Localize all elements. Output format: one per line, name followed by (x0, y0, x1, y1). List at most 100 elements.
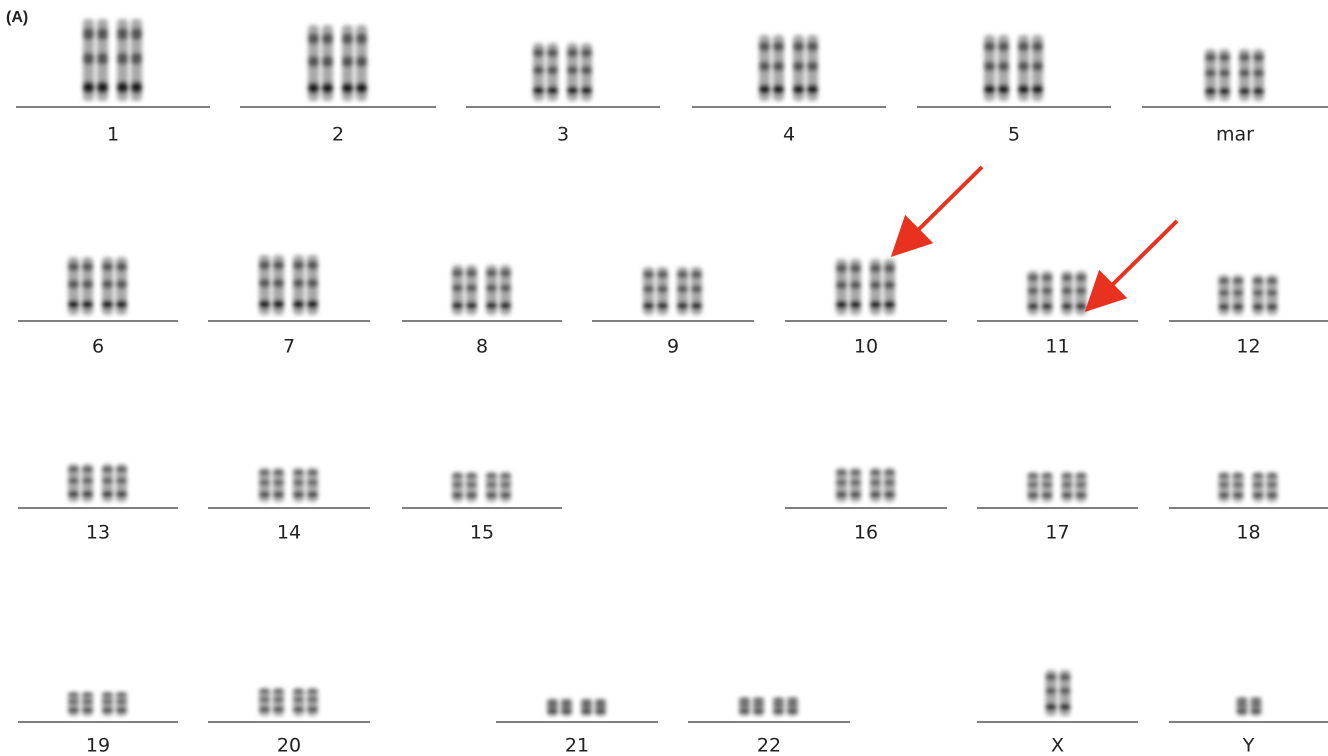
band (117, 82, 128, 93)
band (547, 86, 558, 94)
band (595, 710, 606, 714)
band (293, 707, 304, 711)
band (870, 264, 881, 272)
band (870, 301, 881, 309)
chromosome-label: 2 (332, 124, 344, 146)
band (850, 301, 861, 309)
band (1205, 88, 1216, 95)
band (1219, 88, 1230, 95)
band (998, 85, 1009, 94)
band (547, 704, 558, 708)
band (691, 302, 702, 309)
band (116, 491, 127, 496)
band (68, 263, 79, 271)
band (547, 49, 558, 57)
band (500, 302, 511, 309)
chromosome-pair (1219, 472, 1278, 502)
band (1062, 483, 1073, 487)
band (452, 270, 463, 277)
band (1028, 275, 1039, 281)
band (1042, 483, 1053, 487)
band (1267, 278, 1278, 284)
band (273, 492, 284, 497)
band (787, 703, 798, 707)
band (273, 261, 284, 269)
band (486, 285, 497, 292)
band (117, 28, 128, 39)
band (1032, 42, 1043, 51)
band (1267, 304, 1278, 310)
band (1060, 688, 1071, 694)
band (116, 693, 127, 697)
chromosome-label: 17 (1045, 522, 1069, 544)
band (1239, 88, 1250, 95)
band (117, 53, 128, 64)
band (83, 82, 94, 93)
chromosome-label: 19 (86, 735, 110, 756)
band (259, 492, 270, 497)
band (259, 707, 270, 711)
band (1046, 688, 1057, 694)
band (342, 56, 353, 67)
band (1219, 304, 1230, 310)
band (273, 480, 284, 485)
band (83, 53, 94, 64)
band (1239, 54, 1250, 61)
band (884, 264, 895, 272)
chromosome-label: 13 (86, 522, 110, 544)
band (836, 264, 847, 272)
band (273, 300, 284, 308)
band (984, 62, 995, 71)
chromosome-label: 18 (1236, 522, 1260, 544)
band (807, 42, 818, 51)
band (1253, 290, 1264, 296)
band (677, 302, 688, 309)
chromosome-pair (83, 19, 142, 101)
chromosome-pair (68, 692, 127, 716)
band (753, 698, 764, 702)
band (307, 480, 318, 485)
band (486, 483, 497, 487)
band (1251, 709, 1262, 713)
band (807, 85, 818, 94)
band (273, 698, 284, 702)
band (677, 271, 688, 278)
band (486, 493, 497, 497)
band (561, 704, 572, 708)
band (870, 480, 881, 485)
band (1042, 303, 1053, 309)
band (657, 271, 668, 278)
band (97, 28, 108, 39)
band (759, 42, 770, 51)
band (131, 53, 142, 64)
band (998, 42, 1009, 51)
band (259, 689, 270, 693)
band (322, 56, 333, 67)
band (1219, 54, 1230, 61)
band (533, 66, 544, 74)
band (1076, 288, 1087, 294)
band (836, 480, 847, 485)
band (466, 493, 477, 497)
band (116, 478, 127, 483)
band (884, 301, 895, 309)
band (533, 86, 544, 94)
band (83, 28, 94, 39)
band (307, 689, 318, 693)
band (486, 270, 497, 277)
band (836, 470, 847, 475)
band (82, 708, 93, 712)
band (1267, 474, 1278, 478)
band (787, 709, 798, 713)
band (1028, 303, 1039, 309)
band (82, 467, 93, 472)
chromosome-pair (1219, 275, 1278, 315)
band (1042, 288, 1053, 294)
band (82, 700, 93, 704)
arrow (905, 167, 982, 243)
band (1253, 474, 1264, 478)
band (308, 83, 319, 94)
band (595, 704, 606, 708)
band (1233, 290, 1244, 296)
band (102, 300, 113, 308)
